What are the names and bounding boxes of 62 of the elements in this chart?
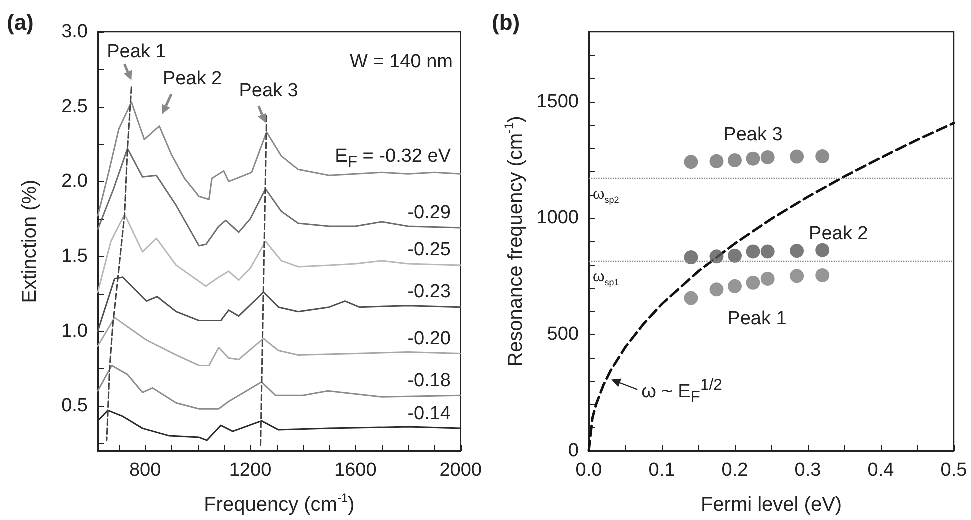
y-tick-label: 0 xyxy=(568,440,579,462)
point xyxy=(710,282,724,297)
y-axis-title: Resonance frequency (cm-1) xyxy=(502,116,527,367)
x-tick-label: 0.4 xyxy=(868,460,895,481)
y-tick-label: 1.0 xyxy=(62,320,88,342)
point xyxy=(790,150,804,164)
y-tick-label: 1000 xyxy=(536,208,579,229)
x-tick-label: 0.3 xyxy=(794,460,822,481)
series-label: -0.20 xyxy=(408,328,451,350)
point xyxy=(760,244,775,259)
point xyxy=(684,291,698,306)
y-tick-label: 1.5 xyxy=(62,246,88,267)
point xyxy=(746,152,760,166)
chart-title: (b) xyxy=(492,10,520,36)
series-label: Peak 3 xyxy=(724,124,783,146)
y-tick-label: 1500 xyxy=(536,91,579,112)
x-axis-title: Fermi level (eV) xyxy=(700,494,842,516)
y-tick-label: 2.5 xyxy=(62,96,88,118)
point xyxy=(760,150,775,164)
series-label: -0.18 xyxy=(408,370,451,392)
annotation: Peak 1 xyxy=(107,42,166,63)
y-tick-label: 3.0 xyxy=(62,22,88,42)
x-tick-label: 0.1 xyxy=(648,460,676,481)
point xyxy=(728,248,742,263)
x-tick-label: 0.5 xyxy=(940,460,968,481)
x-tick-label: 800 xyxy=(129,460,162,481)
series-label: Peak 2 xyxy=(809,224,868,245)
point xyxy=(816,243,830,258)
chart-title: (a) xyxy=(7,10,34,36)
point xyxy=(816,150,830,164)
point xyxy=(684,250,698,265)
point xyxy=(728,279,742,294)
y-tick-label: 500 xyxy=(547,324,579,346)
point xyxy=(816,268,830,282)
x-tick-label: 0.0 xyxy=(576,460,602,481)
annotation: Peak 2 xyxy=(162,68,222,90)
x-tick-label: 0.2 xyxy=(722,460,748,481)
point xyxy=(728,153,742,168)
line-series xyxy=(97,102,462,217)
point xyxy=(790,269,804,284)
point xyxy=(746,276,760,290)
x-tick-label: 1600 xyxy=(334,460,377,481)
series-label: E$_{F}$ = -0.32 eV xyxy=(335,146,451,172)
series-label: Peak 1 xyxy=(728,308,787,330)
point xyxy=(746,244,760,259)
line-series xyxy=(97,317,462,366)
series-label: -0.23 xyxy=(408,282,451,303)
point xyxy=(684,155,698,170)
annotation: Peak 3 xyxy=(239,80,298,102)
point xyxy=(790,244,804,258)
x-tick-label: 2000 xyxy=(440,460,482,481)
annotation: W = 140 nm xyxy=(350,52,453,72)
y-tick-label: 0.5 xyxy=(62,396,88,417)
y-tick-label: 2.0 xyxy=(62,171,88,192)
x-tick-label: 1200 xyxy=(229,460,272,481)
series-label: -0.29 xyxy=(408,202,451,224)
point xyxy=(760,272,775,286)
series-label: -0.25 xyxy=(408,240,451,261)
series-label: -0.14 xyxy=(408,403,451,424)
y-axis-title: Extinction (%) xyxy=(19,180,41,304)
point xyxy=(710,250,724,264)
point xyxy=(710,154,724,168)
